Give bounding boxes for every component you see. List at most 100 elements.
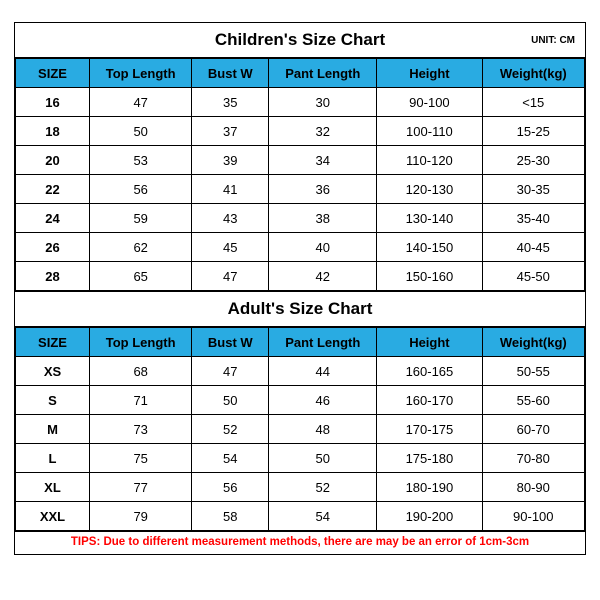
col-bust-w: Bust W [192,59,269,88]
children-table: SIZE Top Length Bust W Pant Length Heigh… [15,58,585,291]
table-cell: 43 [192,204,269,233]
table-cell: 50 [269,444,377,473]
table-cell: 30-35 [482,175,584,204]
table-cell: XXL [16,502,90,531]
col-size: SIZE [16,328,90,357]
table-row: S715046160-17055-60 [16,386,585,415]
table-cell: 37 [192,117,269,146]
table-cell: 25-30 [482,146,584,175]
table-row: 24594338130-14035-40 [16,204,585,233]
table-row: 22564136120-13030-35 [16,175,585,204]
table-cell: 41 [192,175,269,204]
table-cell: 18 [16,117,90,146]
table-cell: 24 [16,204,90,233]
table-cell: 28 [16,262,90,291]
table-cell: 52 [192,415,269,444]
table-cell: 120-130 [377,175,482,204]
table-cell: 44 [269,357,377,386]
table-cell: 180-190 [377,473,482,502]
table-cell: 62 [89,233,191,262]
col-top-length: Top Length [89,59,191,88]
table-cell: L [16,444,90,473]
col-height: Height [377,59,482,88]
col-height: Height [377,328,482,357]
table-cell: 90-100 [482,502,584,531]
table-cell: 190-200 [377,502,482,531]
table-cell: 110-120 [377,146,482,175]
col-weight: Weight(kg) [482,328,584,357]
table-cell: 58 [192,502,269,531]
table-cell: 60-70 [482,415,584,444]
table-cell: 50 [89,117,191,146]
col-weight: Weight(kg) [482,59,584,88]
table-cell: 90-100 [377,88,482,117]
col-pant-length: Pant Length [269,59,377,88]
table-cell: 39 [192,146,269,175]
table-cell: 175-180 [377,444,482,473]
table-cell: 59 [89,204,191,233]
table-cell: 170-175 [377,415,482,444]
col-top-length: Top Length [89,328,191,357]
table-cell: S [16,386,90,415]
table-row: XS684744160-16550-55 [16,357,585,386]
table-cell: 52 [269,473,377,502]
table-cell: 45-50 [482,262,584,291]
table-cell: XL [16,473,90,502]
table-cell: 73 [89,415,191,444]
size-chart-container: Children's Size Chart UNIT: CM SIZE Top … [14,22,586,555]
table-cell: 32 [269,117,377,146]
table-cell: 20 [16,146,90,175]
table-cell: 56 [89,175,191,204]
table-cell: 100-110 [377,117,482,146]
table-cell: 55-60 [482,386,584,415]
table-cell: XS [16,357,90,386]
table-cell: 70-80 [482,444,584,473]
table-cell: 160-170 [377,386,482,415]
table-cell: M [16,415,90,444]
table-cell: 30 [269,88,377,117]
adult-table: SIZE Top Length Bust W Pant Length Heigh… [15,327,585,531]
table-cell: 45 [192,233,269,262]
table-cell: 42 [269,262,377,291]
col-pant-length: Pant Length [269,328,377,357]
table-cell: 50 [192,386,269,415]
table-cell: 15-25 [482,117,584,146]
table-cell: 75 [89,444,191,473]
table-cell: 50-55 [482,357,584,386]
table-row: 26624540140-15040-45 [16,233,585,262]
table-cell: 40-45 [482,233,584,262]
table-row: 28654742150-16045-50 [16,262,585,291]
table-row: L755450175-18070-80 [16,444,585,473]
children-title-row: Children's Size Chart UNIT: CM [15,23,585,58]
children-title: Children's Size Chart [215,30,385,50]
col-bust-w: Bust W [192,328,269,357]
table-cell: 35-40 [482,204,584,233]
table-cell: 80-90 [482,473,584,502]
table-cell: 56 [192,473,269,502]
table-cell: 26 [16,233,90,262]
table-cell: 40 [269,233,377,262]
tips-note: TIPS: Due to different measurement metho… [15,531,585,554]
adult-header-row: SIZE Top Length Bust W Pant Length Heigh… [16,328,585,357]
table-cell: 38 [269,204,377,233]
table-cell: 46 [269,386,377,415]
adult-title: Adult's Size Chart [228,299,373,319]
table-cell: 34 [269,146,377,175]
adult-title-row: Adult's Size Chart [15,291,585,327]
table-cell: 36 [269,175,377,204]
table-row: 18503732100-11015-25 [16,117,585,146]
unit-label: UNIT: CM [531,35,575,46]
table-cell: 35 [192,88,269,117]
table-cell: 65 [89,262,191,291]
table-cell: 54 [269,502,377,531]
table-cell: 68 [89,357,191,386]
table-row: 1647353090-100<15 [16,88,585,117]
table-cell: 47 [192,262,269,291]
table-cell: 130-140 [377,204,482,233]
children-header-row: SIZE Top Length Bust W Pant Length Heigh… [16,59,585,88]
table-cell: 53 [89,146,191,175]
table-cell: 16 [16,88,90,117]
table-row: M735248170-17560-70 [16,415,585,444]
table-row: XL775652180-19080-90 [16,473,585,502]
table-cell: 160-165 [377,357,482,386]
